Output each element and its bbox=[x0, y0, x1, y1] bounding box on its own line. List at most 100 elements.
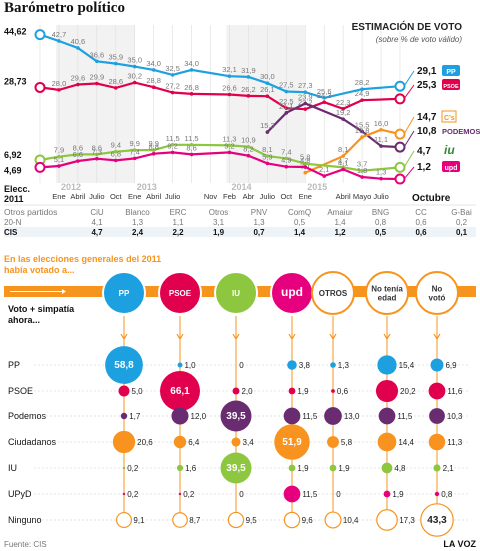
flow-value-label: 1,0 bbox=[184, 361, 196, 370]
data-label-cs: 13,8 bbox=[355, 126, 370, 135]
year-label: 2013 bbox=[137, 182, 157, 192]
end-connector-podemos bbox=[403, 130, 415, 148]
data-label-psoe: 26,2 bbox=[241, 85, 256, 94]
end-label-podemos: 10,8 bbox=[417, 126, 437, 137]
flow-bubble bbox=[434, 491, 440, 497]
party-logo-iu: iu bbox=[444, 143, 455, 157]
data-point-psoe bbox=[360, 98, 364, 102]
x-tick-label: Oct bbox=[280, 192, 293, 201]
flow-value-label: 11,6 bbox=[447, 387, 463, 396]
flow-bubble bbox=[377, 355, 397, 375]
data-point-psoe bbox=[246, 94, 251, 98]
data-label-pp: 32,1 bbox=[222, 65, 237, 74]
data-label-iu: 11,3 bbox=[222, 134, 236, 143]
data-point-psoe bbox=[34, 81, 46, 93]
party-logo-box-upyd bbox=[442, 161, 460, 172]
data-label-podemos: 21,1 bbox=[279, 102, 294, 111]
flow-bubble bbox=[428, 433, 446, 451]
x-tick-label: Julio bbox=[165, 192, 180, 201]
flow-value-label: 43,3 bbox=[427, 515, 447, 526]
column-header-circle bbox=[102, 271, 146, 315]
data-label-upyd: 8,6 bbox=[186, 143, 196, 152]
flow-value-label: 20,2 bbox=[400, 387, 416, 396]
row-label: Podemos bbox=[8, 411, 47, 421]
table-cell: 0,8 bbox=[375, 218, 387, 227]
table-header: ComQ bbox=[288, 208, 311, 217]
flow-value-label: 0 bbox=[239, 361, 244, 370]
flow-bubble bbox=[383, 490, 391, 498]
data-point-iu bbox=[227, 143, 232, 148]
data-point-iu bbox=[303, 161, 308, 166]
data-point-iu bbox=[76, 152, 80, 157]
end-connector-pp bbox=[403, 70, 415, 87]
data-point-psoe bbox=[151, 85, 156, 90]
flow-value-label: 3,4 bbox=[243, 438, 255, 447]
flow-bubble bbox=[178, 492, 182, 496]
data-point-upyd bbox=[394, 173, 406, 185]
data-label-iu: 5,8 bbox=[300, 153, 310, 162]
data-label-podemos: 23,9 bbox=[298, 93, 313, 102]
flow-bubble bbox=[172, 512, 188, 528]
flow-value-label: 11,3 bbox=[447, 438, 463, 447]
data-label-iu: 8,6 bbox=[73, 143, 83, 152]
data-point-iu bbox=[284, 156, 289, 161]
flow-bubble bbox=[122, 466, 126, 470]
flow-value-label: 17,3 bbox=[399, 516, 415, 525]
data-point-iu bbox=[265, 154, 270, 158]
x-tick-label: Mayo bbox=[353, 192, 371, 201]
data-point-upyd bbox=[303, 165, 308, 169]
party-logo-box-psoe bbox=[442, 79, 460, 90]
data-point-pp bbox=[303, 90, 308, 94]
data-point-pp bbox=[394, 80, 406, 92]
flow-value-label: 0,2 bbox=[127, 464, 139, 473]
party-logo-box-pp bbox=[442, 65, 460, 76]
year-label: 2014 bbox=[231, 182, 251, 192]
table-cell: 0,7 bbox=[253, 228, 265, 237]
column-arrow bbox=[383, 333, 391, 341]
flow-bubble bbox=[283, 511, 301, 529]
flow-value-label: 15,4 bbox=[399, 361, 415, 370]
column-arrow bbox=[232, 333, 240, 341]
flow-bubble bbox=[283, 407, 301, 425]
flow-value-label: 20,6 bbox=[137, 438, 153, 447]
data-point-psoe bbox=[322, 100, 327, 104]
flow-bubble bbox=[381, 462, 393, 474]
flow-bubble bbox=[288, 387, 296, 395]
data-label-podemos: 15,5 bbox=[355, 120, 370, 129]
column-arrow bbox=[433, 333, 441, 341]
year-label: 2015 bbox=[307, 182, 327, 192]
table-cell: 0,1 bbox=[456, 228, 468, 237]
data-label-upyd: 6,6 bbox=[73, 150, 83, 159]
flow-value-label: 3,8 bbox=[299, 361, 311, 370]
flow-bubble bbox=[330, 362, 336, 368]
data-point-pp bbox=[360, 87, 364, 92]
data-label-pp: 34,0 bbox=[146, 59, 161, 68]
data-label-psoe: 22,3 bbox=[336, 98, 351, 107]
flow-value-label: 51,9 bbox=[282, 437, 302, 448]
start-label-psoe: 28,73 bbox=[4, 76, 27, 86]
table-cell: 4,1 bbox=[91, 218, 103, 227]
flow-bubble bbox=[232, 387, 240, 395]
data-label-pp: 28,2 bbox=[355, 78, 370, 87]
table-header: PNV bbox=[251, 208, 268, 217]
column-header-label: PSOE bbox=[169, 289, 192, 298]
table-header: ERC bbox=[170, 208, 187, 217]
flow-bubble bbox=[430, 358, 444, 372]
data-label-psoe: 26,6 bbox=[222, 84, 237, 93]
data-label-psoe: 28,0 bbox=[52, 79, 67, 88]
data-point-upyd bbox=[246, 153, 251, 158]
flow-value-label: 9,6 bbox=[302, 516, 314, 525]
data-point-cs bbox=[303, 170, 308, 175]
data-label-pp: 35,0 bbox=[127, 56, 142, 65]
x-tick-elecc-year: 2011 bbox=[4, 194, 24, 204]
data-label-iu: 11,5 bbox=[166, 134, 180, 143]
end-connector-psoe bbox=[403, 84, 415, 100]
x-tick-label: Feb bbox=[223, 192, 236, 201]
data-point-cs bbox=[379, 127, 383, 132]
flow-bubble bbox=[324, 407, 342, 425]
data-point-iu bbox=[113, 149, 118, 154]
data-label-iu: 3,7 bbox=[357, 160, 367, 169]
row-label: UPyD bbox=[8, 489, 32, 499]
flow-value-label: 9,1 bbox=[133, 516, 145, 525]
